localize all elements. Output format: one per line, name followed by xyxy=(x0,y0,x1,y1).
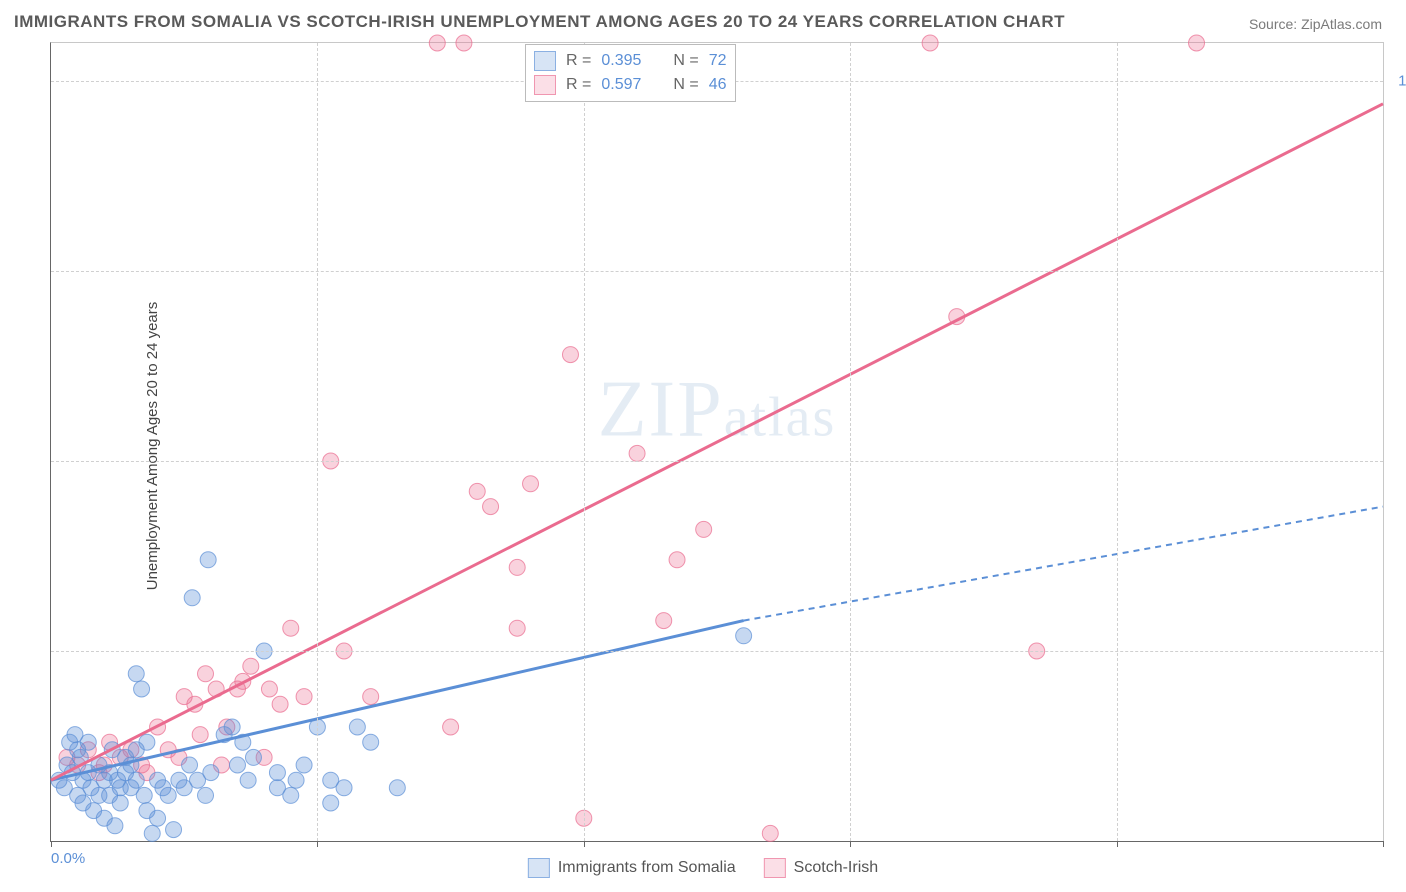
legend-swatch xyxy=(534,51,556,71)
gridline-horizontal xyxy=(51,461,1383,462)
r-label: R = xyxy=(566,49,591,73)
n-value: 46 xyxy=(709,73,727,97)
x-tick-mark xyxy=(1383,841,1384,847)
stats-legend-row: R = 0.395 N = 72 xyxy=(534,49,727,73)
n-value: 72 xyxy=(709,49,727,73)
gridline-vertical xyxy=(317,43,318,841)
stats-legend: R = 0.395 N = 72 R = 0.597 N = 46 xyxy=(525,44,736,102)
x-tick-mark xyxy=(1117,841,1118,847)
n-label: N = xyxy=(673,49,698,73)
gridline-vertical xyxy=(1117,43,1118,841)
y-tick-label: 100.0% xyxy=(1398,73,1406,90)
legend-swatch xyxy=(528,858,550,878)
gridline-vertical xyxy=(850,43,851,841)
x-tick-mark xyxy=(584,841,585,847)
source-attribution: Source: ZipAtlas.com xyxy=(1249,16,1382,32)
source-value: ZipAtlas.com xyxy=(1301,16,1382,32)
legend-swatch xyxy=(764,858,786,878)
x-tick-mark xyxy=(317,841,318,847)
x-tick-mark xyxy=(850,841,851,847)
source-label: Source: xyxy=(1249,16,1297,32)
legend-swatch xyxy=(534,75,556,95)
legend-item: Immigrants from Somalia xyxy=(528,858,736,878)
gridline-horizontal xyxy=(51,271,1383,272)
chart-title: IMMIGRANTS FROM SOMALIA VS SCOTCH-IRISH … xyxy=(14,12,1065,32)
x-tick-mark xyxy=(51,841,52,847)
gridline-horizontal xyxy=(51,651,1383,652)
legend-label: Immigrants from Somalia xyxy=(558,859,736,877)
chart-svg xyxy=(51,43,1383,841)
stats-legend-row: R = 0.597 N = 46 xyxy=(534,73,727,97)
r-label: R = xyxy=(566,73,591,97)
x-tick-label: 0.0% xyxy=(51,850,85,867)
plot-area: ZIPatlas 25.0%50.0%75.0%100.0%0.0%50.0% xyxy=(50,42,1384,842)
n-label: N = xyxy=(673,73,698,97)
r-value: 0.597 xyxy=(601,73,641,97)
bottom-legend: Immigrants from Somalia Scotch-Irish xyxy=(528,858,878,878)
gridline-vertical xyxy=(584,43,585,841)
legend-label: Scotch-Irish xyxy=(794,859,878,877)
legend-item: Scotch-Irish xyxy=(764,858,878,878)
r-value: 0.395 xyxy=(601,49,641,73)
